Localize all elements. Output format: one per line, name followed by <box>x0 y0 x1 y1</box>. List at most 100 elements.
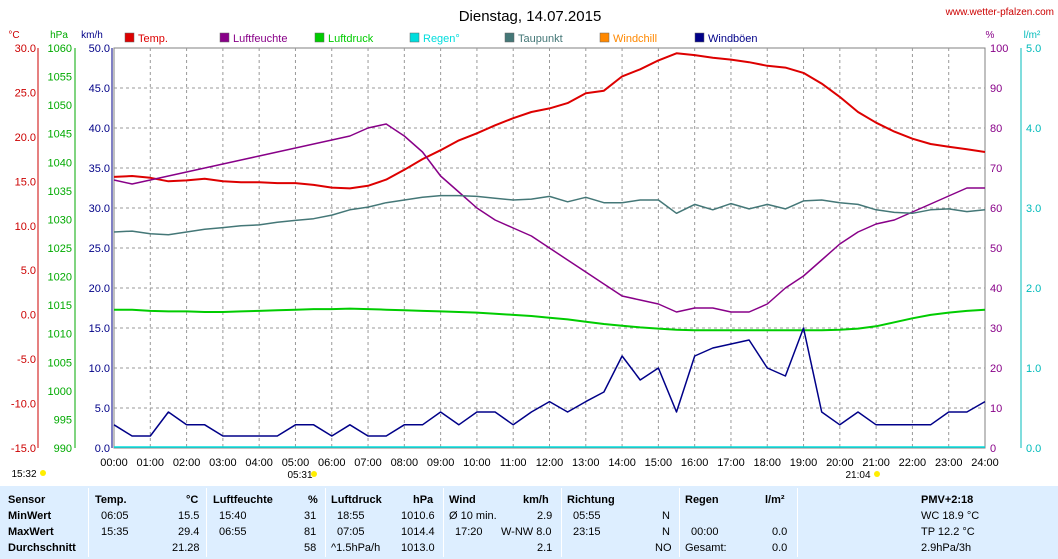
y-tick-label: 15.0 <box>89 323 110 335</box>
x-tick-label: 24:00 <box>971 457 999 469</box>
x-tick-label: 11:00 <box>500 457 527 469</box>
y-tick-label: 30 <box>990 323 1002 335</box>
y-tick-label: 10.0 <box>89 363 110 375</box>
y-tick-label: 80 <box>990 123 1002 135</box>
sunset-label: 21:04 <box>845 470 870 481</box>
y-tick-label: 1010 <box>48 329 72 341</box>
y-tick-label: 35.0 <box>89 163 110 175</box>
y-tick-label: 20 <box>990 363 1002 375</box>
y-tick-label: 1005 <box>48 357 72 369</box>
wind-axis-ticks: 50.0 45.0 40.0 35.0 30.0 25.0 20.0 15.0 10.0 5.0 0… <box>89 43 110 455</box>
site-link[interactable]: www.wetter-pfalzen.com <box>945 7 1054 18</box>
column-divider <box>797 488 798 557</box>
column-divider <box>325 488 326 557</box>
min-humidity-value: 31 <box>304 510 317 522</box>
y-tick-label: 5.0 <box>21 265 36 277</box>
legend-swatch <box>219 32 230 43</box>
x-tick-label: 00:00 <box>100 457 128 469</box>
y-tick-label: 40 <box>990 283 1002 295</box>
y-tick-label: 50 <box>990 243 1002 255</box>
legend-label: Regen° <box>423 33 460 45</box>
header-temp-unit: °C <box>186 494 199 506</box>
current-time-label: 15:32 <box>11 469 36 480</box>
header-rain: Regen <box>685 494 719 506</box>
column-divider <box>561 488 562 557</box>
avg-pressure-value: 1013.0 <box>401 542 435 554</box>
y-tick-label: 15.0 <box>15 176 36 188</box>
min-direction-time: 05:55 <box>573 510 601 522</box>
y-tick-label: -15.0 <box>11 443 36 455</box>
row-label-min: MinWert <box>8 510 52 522</box>
legend-label: Temp. <box>138 33 168 45</box>
min-wind-label: Ø 10 min. <box>449 510 497 522</box>
column-divider <box>88 488 89 557</box>
y-tick-label: 1055 <box>48 72 72 84</box>
max-wind-time: 17:20 <box>455 526 483 538</box>
y-tick-label: 995 <box>54 414 72 426</box>
max-temp-time: 15:35 <box>101 526 129 538</box>
avg-direction-value: NO <box>655 542 672 554</box>
y-tick-label: 20.0 <box>89 283 110 295</box>
y-tick-label: 0.0 <box>1026 443 1041 455</box>
max-rain-time: 00:00 <box>691 526 719 538</box>
legend-swatch <box>409 32 420 43</box>
max-direction-value: N <box>662 526 670 538</box>
max-pressure-time: 07:05 <box>337 526 365 538</box>
y-tick-label: 1030 <box>48 214 72 226</box>
max-rain-value: 0.0 <box>772 526 788 538</box>
y-tick-label: 10.0 <box>15 221 36 233</box>
x-tick-label: 09:00 <box>427 457 455 469</box>
min-temp-time: 06:05 <box>101 510 129 522</box>
legend-label: Windchill <box>613 33 657 45</box>
legend-swatch <box>124 32 135 43</box>
y-tick-label: 5.0 <box>1026 43 1041 55</box>
pressure-unit-label: hPa <box>50 30 68 41</box>
max-wind-value: W-NW 8.0 <box>501 526 552 538</box>
chart-title: Dienstag, 14.07.2015 <box>459 8 602 25</box>
column-divider <box>443 488 444 557</box>
y-tick-label: 2.0 <box>1026 283 1041 295</box>
humidity-unit-label: % <box>986 30 995 41</box>
y-tick-label: 90 <box>990 83 1002 95</box>
header-wind: Wind <box>449 494 476 506</box>
temp-axis-ticks: 30.0 25.0 20.0 15.0 10.0 5.0 0.0 -5.0 -10.0 -15.0 <box>11 43 1022 455</box>
x-tick-label: 05:00 <box>282 457 310 469</box>
legend-swatch <box>504 32 515 43</box>
time-axis-ticks: 00:00 01:00 02:00 03:00 04:00 05:00 06:00 07:00… <box>100 457 999 469</box>
y-tick-label: 0.0 <box>95 443 110 455</box>
series-line-luftfeuchte <box>113 123 985 313</box>
statistics-table: Sensor Temp. °C Luftfeuchte % Luftdruck … <box>0 486 1058 559</box>
header-wind-unit: km/h <box>523 494 549 506</box>
y-tick-label: 50.0 <box>89 43 110 55</box>
y-tick-label: 1035 <box>48 186 72 198</box>
x-tick-label: 15:00 <box>645 457 673 469</box>
x-tick-label: 04:00 <box>245 457 273 469</box>
header-temp: Temp. <box>95 494 127 506</box>
wind-unit-label: km/h <box>81 30 103 41</box>
y-tick-label: 1045 <box>48 129 72 141</box>
x-tick-label: 07:00 <box>354 457 382 469</box>
min-pressure-value: 1010.6 <box>401 510 435 522</box>
pressure-change-3h: 2.9hPa/3h <box>921 542 972 554</box>
header-pressure: Luftdruck <box>331 494 382 506</box>
min-pmv: WC 18.9 °C <box>921 510 980 522</box>
rain-unit-label: l/m² <box>1024 30 1041 41</box>
row-label-average: Durchschnitt <box>8 542 76 554</box>
header-pressure-unit: hPa <box>413 494 434 506</box>
pressure-axis-ticks: 1060 1055 1050 1045 1040 1035 1030 1025 1020 1015… <box>48 43 72 455</box>
series-line-luftdruck <box>114 307 986 332</box>
header-pmv: PMV+2:18 <box>921 494 974 506</box>
x-tick-label: 14:00 <box>608 457 636 469</box>
x-tick-label: 13:00 <box>572 457 600 469</box>
min-wind-value: 2.9 <box>537 510 553 522</box>
sunrise-label: 05:31 <box>287 470 312 481</box>
max-humidity-value: 81 <box>304 526 317 538</box>
weather-chart: Dienstag, 14.07.2015 www.wetter-pfalzen.… <box>8 7 1054 481</box>
header-rain-unit: l/m² <box>765 494 785 506</box>
x-tick-label: 18:00 <box>753 457 781 469</box>
avg-temp-value: 21.28 <box>172 542 200 554</box>
max-pressure-value: 1014.4 <box>401 526 435 538</box>
x-tick-label: 06:00 <box>318 457 346 469</box>
max-direction-time: 23:15 <box>573 526 601 538</box>
